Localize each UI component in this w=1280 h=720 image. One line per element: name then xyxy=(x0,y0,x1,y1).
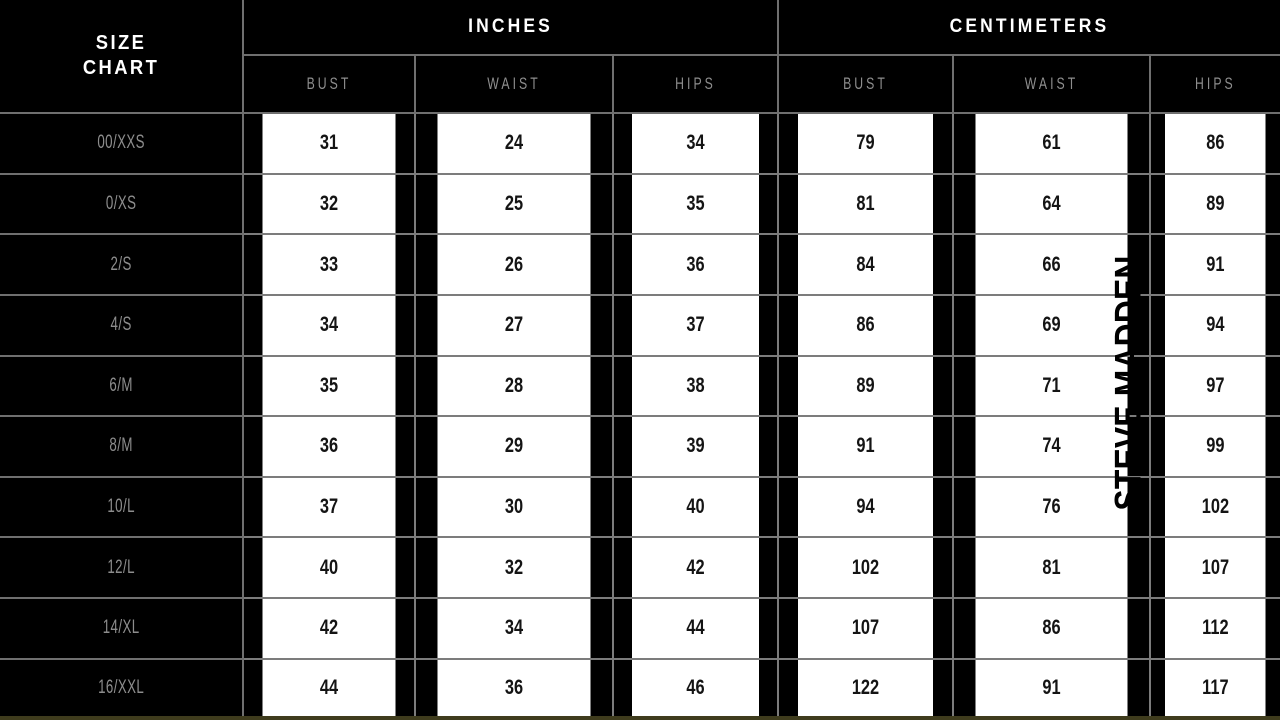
measurement-cell: 69 xyxy=(974,294,1130,357)
column-header-cm-hips: HIPS xyxy=(1168,55,1262,114)
measurement-cell: 28 xyxy=(436,355,592,418)
header-row-units: SIZE CHART INCHES CENTIMETERS xyxy=(0,0,1280,114)
size-label-cell: 2/S xyxy=(36,234,208,296)
measurement-cell: 91 xyxy=(974,658,1130,717)
measurement-cell: 117 xyxy=(1164,658,1266,717)
table-row: 8/M 36 29 39 91 74 99 xyxy=(0,416,1280,478)
measurement-cell: 102 xyxy=(1164,476,1266,539)
measurement-cell: 29 xyxy=(436,416,592,478)
size-title-line2: CHART xyxy=(82,57,160,79)
measurement-cell: 36 xyxy=(631,234,761,296)
measurement-cell: 86 xyxy=(1164,113,1266,175)
measurement-cell: 42 xyxy=(261,598,397,660)
size-title-line1: SIZE xyxy=(95,32,147,54)
measurement-cell: 36 xyxy=(436,658,592,717)
column-header-cm-bust: BUST xyxy=(802,55,930,114)
measurement-cell: 36 xyxy=(261,416,397,478)
table-row: 6/M 35 28 38 89 71 97 xyxy=(0,355,1280,418)
table-row: 00/XXS 31 24 34 79 61 86 xyxy=(0,113,1280,175)
measurement-cell: 37 xyxy=(261,476,397,539)
table-row: 16/XXL 44 36 46 122 91 117 xyxy=(0,658,1280,717)
table-row: 2/S 33 26 36 84 66 91 xyxy=(0,234,1280,296)
measurement-cell: 42 xyxy=(631,537,761,599)
measurement-cell: 38 xyxy=(631,355,761,418)
measurement-cell: 44 xyxy=(631,598,761,660)
measurement-cell: 97 xyxy=(1164,355,1266,418)
size-chart-title: SIZE CHART xyxy=(9,0,235,114)
unit-group-inches: INCHES xyxy=(264,0,758,56)
measurement-cell: 107 xyxy=(1164,537,1266,599)
table-row: 12/L 40 32 42 102 81 107 xyxy=(0,537,1280,599)
measurement-cell: 86 xyxy=(974,598,1130,660)
measurement-cell: 32 xyxy=(436,537,592,599)
size-label-cell: 0/XS xyxy=(36,173,208,236)
measurement-cell: 122 xyxy=(797,658,935,717)
size-label-cell: 00/XXS xyxy=(36,113,208,175)
column-header-inches-bust: BUST xyxy=(267,55,392,114)
measurement-cell: 94 xyxy=(1164,294,1266,357)
measurement-cell: 27 xyxy=(436,294,592,357)
measurement-cell: 89 xyxy=(797,355,935,418)
table-body: 00/XXS 31 24 34 79 61 86 0/XS 32 25 35 81 64 89 2/S 33 2… xyxy=(0,113,1280,717)
measurement-cell: 94 xyxy=(797,476,935,539)
column-header-inches-waist: WAIST xyxy=(442,55,587,114)
size-label-cell: 14/XL xyxy=(36,598,208,660)
column-header-cm-waist: WAIST xyxy=(980,55,1124,114)
measurement-cell: 35 xyxy=(631,173,761,236)
measurement-cell: 112 xyxy=(1164,598,1266,660)
measurement-cell: 34 xyxy=(631,113,761,175)
size-label-cell: 8/M xyxy=(36,416,208,478)
measurement-cell: 33 xyxy=(261,234,397,296)
measurement-cell: 102 xyxy=(797,537,935,599)
measurement-cell: 37 xyxy=(631,294,761,357)
size-label-cell: 12/L xyxy=(36,537,208,599)
size-label-cell: 10/L xyxy=(36,476,208,539)
measurement-cell: 71 xyxy=(974,355,1130,418)
measurement-cell: 99 xyxy=(1164,416,1266,478)
measurement-cell: 64 xyxy=(974,173,1130,236)
measurement-cell: 74 xyxy=(974,416,1130,478)
measurement-cell: 79 xyxy=(797,113,935,175)
measurement-cell: 81 xyxy=(797,173,935,236)
measurement-cell: 32 xyxy=(261,173,397,236)
measurement-cell: 81 xyxy=(974,537,1130,599)
measurement-cell: 76 xyxy=(974,476,1130,539)
size-label-cell: 6/M xyxy=(36,355,208,418)
measurement-cell: 34 xyxy=(261,294,397,357)
measurement-cell: 84 xyxy=(797,234,935,296)
table-row: 14/XL 42 34 44 107 86 112 xyxy=(0,598,1280,660)
measurement-cell: 46 xyxy=(631,658,761,717)
measurement-cell: 39 xyxy=(631,416,761,478)
size-label-cell: 4/S xyxy=(36,294,208,357)
size-label-cell: 16/XXL xyxy=(36,658,208,717)
measurement-cell: 89 xyxy=(1164,173,1266,236)
measurement-cell: 40 xyxy=(631,476,761,539)
measurement-cell: 61 xyxy=(974,113,1130,175)
unit-group-centimeters: CENTIMETERS xyxy=(798,0,1260,56)
measurement-cell: 31 xyxy=(261,113,397,175)
column-header-inches-hips: HIPS xyxy=(636,55,756,114)
measurement-cell: 25 xyxy=(436,173,592,236)
measurement-cell: 26 xyxy=(436,234,592,296)
measurement-cell: 34 xyxy=(436,598,592,660)
bottom-accent-band xyxy=(0,716,1280,720)
measurement-cell: 107 xyxy=(797,598,935,660)
measurement-cell: 44 xyxy=(261,658,397,717)
measurement-cell: 30 xyxy=(436,476,592,539)
header-row-measurements: BUST WAIST HIPS BUST WAIST HIPS xyxy=(0,55,1280,114)
table-header: SIZE CHART INCHES CENTIMETERS BUST WAIST… xyxy=(0,0,1280,114)
table-row: 10/L 37 30 40 94 76 102 xyxy=(0,476,1280,539)
measurement-cell: 40 xyxy=(261,537,397,599)
measurement-cell: 66 xyxy=(974,234,1130,296)
table-row: 4/S 34 27 37 86 69 94 xyxy=(0,294,1280,357)
measurement-cell: 91 xyxy=(1164,234,1266,296)
table-row: 0/XS 32 25 35 81 64 89 xyxy=(0,173,1280,236)
measurement-cell: 86 xyxy=(797,294,935,357)
measurement-cell: 91 xyxy=(797,416,935,478)
measurement-cell: 35 xyxy=(261,355,397,418)
measurement-cell: 24 xyxy=(436,113,592,175)
